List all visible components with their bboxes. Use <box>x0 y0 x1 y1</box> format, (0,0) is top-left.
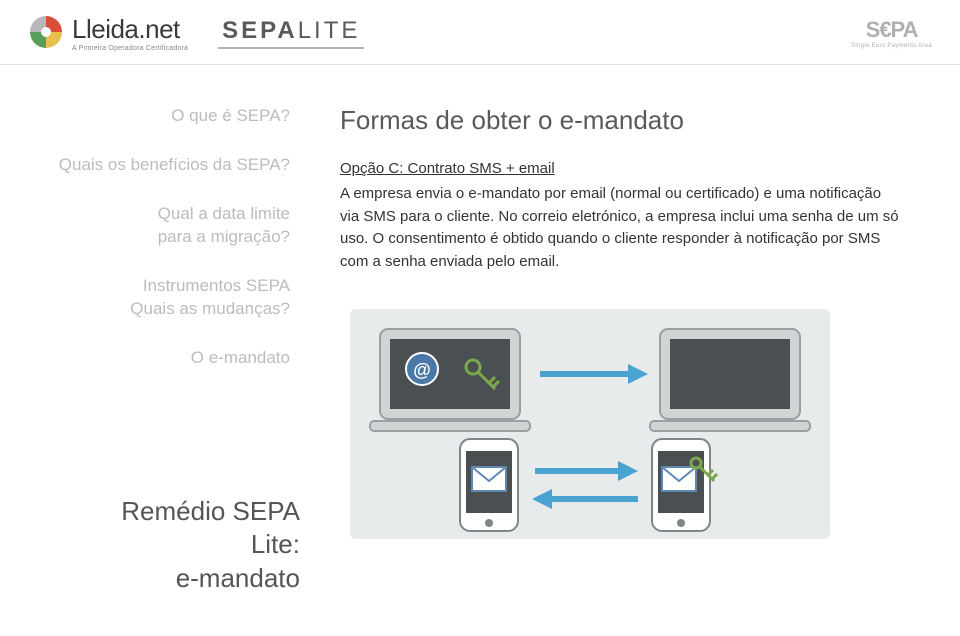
content-title: Formas de obter o e-mandato <box>340 105 920 136</box>
sepalite-light: LITE <box>298 17 361 44</box>
sepa-right-logo: S€PA Single Euro Payments Area <box>851 17 932 49</box>
sidebar: O que é SEPA? Quais os benefícios da SEP… <box>40 105 290 539</box>
svg-text:+: + <box>452 357 465 382</box>
lleida-globe-icon <box>28 14 64 50</box>
lleida-tagline: A Primeira Operadora Certificadora <box>72 45 188 52</box>
phone-right-icon <box>652 439 717 531</box>
option-body: A empresa envia o e-mandato por email (n… <box>340 183 900 273</box>
laptop-left-icon: @ + <box>370 329 530 431</box>
sidebar-item-deadline[interactable]: Qual a data limite para a migração? <box>40 203 290 249</box>
sidebar-item-benefits[interactable]: Quais os benefícios da SEPA? <box>40 154 290 177</box>
laptop-right-icon <box>650 329 810 431</box>
sepalite-logo: SEPALITE <box>218 17 364 49</box>
content: Formas de obter o e-mandato Opção C: Con… <box>340 105 920 539</box>
flow-diagram-icon: @ + <box>350 309 830 539</box>
svg-text:@: @ <box>413 360 431 380</box>
option-title: Opção C: Contrato SMS + email <box>340 160 920 177</box>
footer-title: Remédio SEPA Lite: e-mandato <box>70 495 300 596</box>
sidebar-item-emandato[interactable]: O e-mandato <box>40 347 290 370</box>
sepa-right-text: S€PA <box>866 17 918 43</box>
phone-left-icon <box>460 439 518 531</box>
main: O que é SEPA? Quais os benefícios da SEP… <box>0 65 960 539</box>
sepalite-bold: SEPA <box>222 17 298 44</box>
sidebar-item-instruments[interactable]: Instrumentos SEPA Quais as mudanças? <box>40 275 290 321</box>
lleida-name: Lleida.net <box>72 14 188 45</box>
sepa-right-sub: Single Euro Payments Area <box>851 43 932 49</box>
footer-line1: Remédio SEPA Lite: <box>70 495 300 563</box>
diagram: @ + <box>340 309 920 539</box>
header: Lleida.net A Primeira Operadora Certific… <box>0 0 960 65</box>
sidebar-item-what[interactable]: O que é SEPA? <box>40 105 290 128</box>
footer-line2: e-mandato <box>70 562 300 596</box>
lleida-logo: Lleida.net A Primeira Operadora Certific… <box>28 14 188 52</box>
